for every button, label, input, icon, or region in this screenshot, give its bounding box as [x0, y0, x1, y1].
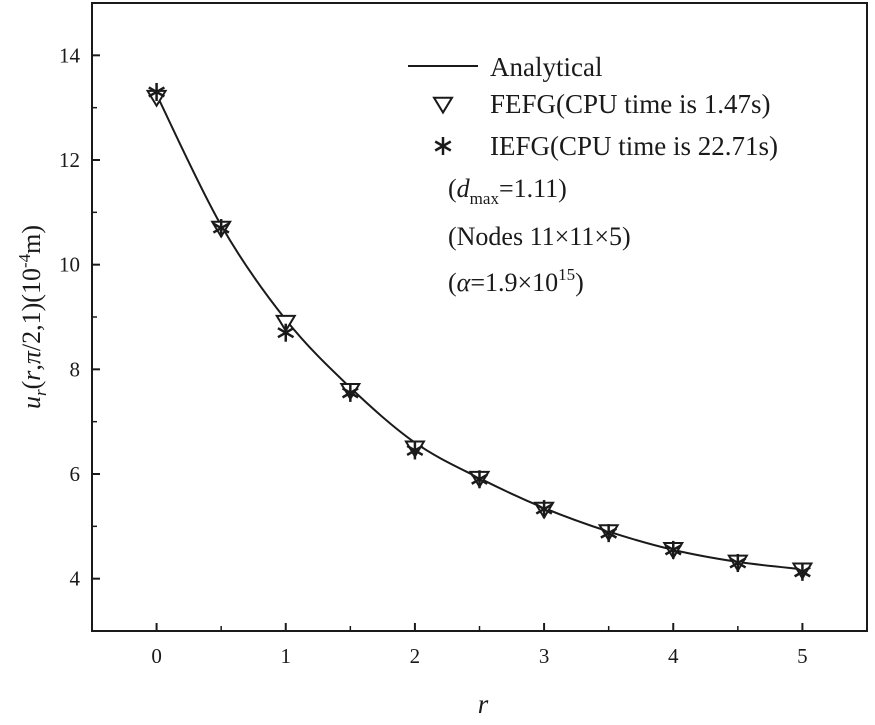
annotation-alpha-exponent: 15: [558, 265, 575, 284]
x-tick-label: 4: [668, 644, 679, 668]
x-tick-label: 0: [151, 644, 162, 668]
iefg-point: [729, 553, 747, 572]
legend-asterisk-marker: [434, 137, 452, 155]
y-tick-label: 14: [59, 43, 81, 67]
y-tick-label: 4: [70, 567, 81, 591]
iefg-point: [212, 219, 230, 238]
annotation-dmax: (dmax=1.11): [448, 174, 567, 208]
x-axis: 0 1 2 3 4 5: [151, 623, 808, 668]
iefg-point: [600, 524, 618, 543]
iefg-point: [341, 383, 359, 402]
analytical-series-line: [155, 94, 803, 571]
y-tick-label: 10: [59, 253, 80, 277]
fefg-point: [274, 314, 297, 333]
iefg-point: [148, 82, 166, 101]
fefg-series: [145, 89, 814, 581]
legend: Analytical FEFG(CPU time is 1.47s) IEFG(…: [408, 52, 778, 297]
x-tick-label: 2: [410, 644, 421, 668]
annotation-dmax-value: 1.11: [514, 174, 559, 203]
legend-asterisk-icon: [434, 137, 452, 155]
x-axis-title: r: [478, 689, 489, 719]
legend-triangle-icon: [432, 96, 454, 115]
x-tick-label: 1: [281, 644, 292, 668]
iefg-point: [406, 441, 424, 460]
iefg-point: [471, 470, 488, 489]
y-axis: 4 6 8 10 12 14: [59, 43, 100, 632]
iefg-point: [793, 562, 811, 581]
y-tick-label: 6: [70, 462, 81, 486]
annotation-alpha-mantissa: 1.9×10: [485, 268, 558, 297]
legend-label-fefg: FEFG(CPU time is 1.47s): [490, 89, 771, 119]
iefg-point: [535, 500, 553, 519]
annotation-nodes: (Nodes 11×11×5): [448, 222, 631, 251]
x-tick-label: 3: [539, 644, 550, 668]
legend-label-analytical: Analytical: [490, 52, 602, 82]
x-tick-label: 5: [797, 644, 808, 668]
y-axis-title: ur(r,π/2,1)(10-4m): [15, 225, 50, 409]
annotation-alpha: (α=1.9×1015): [448, 265, 584, 297]
iefg-series: [148, 82, 811, 581]
iefg-point: [277, 323, 295, 342]
iefg-point: [664, 540, 682, 559]
y-tick-label: 12: [59, 148, 80, 172]
legend-triangle-marker: [432, 96, 454, 115]
legend-label-iefg: IEFG(CPU time is 22.71s): [490, 131, 778, 161]
y-tick-label: 8: [70, 357, 81, 381]
